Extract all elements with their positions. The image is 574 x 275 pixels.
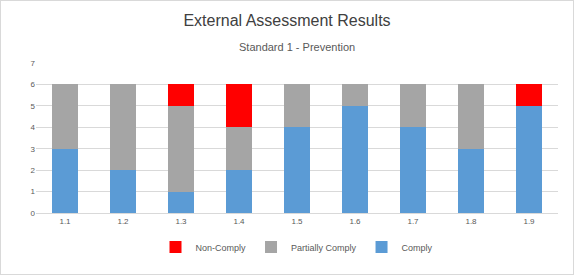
svg-text:1.7: 1.7 — [407, 217, 419, 226]
svg-text:1.5: 1.5 — [291, 217, 303, 226]
svg-text:1: 1 — [31, 187, 36, 196]
svg-text:4: 4 — [31, 123, 36, 132]
svg-text:1.1: 1.1 — [59, 217, 71, 226]
svg-text:Comply: Comply — [402, 243, 433, 253]
svg-text:5: 5 — [31, 102, 36, 111]
svg-text:Partially Comply: Partially Comply — [291, 243, 357, 253]
svg-text:7: 7 — [31, 59, 36, 68]
svg-text:1.4: 1.4 — [233, 217, 245, 226]
svg-text:1.2: 1.2 — [117, 217, 129, 226]
svg-text:1.3: 1.3 — [175, 217, 187, 226]
svg-text:3: 3 — [31, 145, 36, 154]
svg-text:1.9: 1.9 — [523, 217, 535, 226]
svg-text:2: 2 — [31, 166, 36, 175]
svg-text:1.6: 1.6 — [349, 217, 361, 226]
svg-text:6: 6 — [31, 80, 36, 89]
svg-text:External Assessment Results: External Assessment Results — [183, 12, 390, 29]
svg-text:Standard 1 - Prevention: Standard 1 - Prevention — [239, 41, 355, 53]
svg-text:Non-Comply: Non-Comply — [196, 243, 247, 253]
svg-text:0: 0 — [31, 209, 36, 218]
svg-text:1.8: 1.8 — [465, 217, 477, 226]
